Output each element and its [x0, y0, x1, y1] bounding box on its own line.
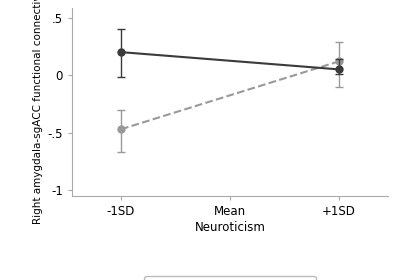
Legend: CC, AC or AA: CC, AC or AA — [144, 276, 316, 280]
Y-axis label: Right amygdala-sgACC functional connectivity: Right amygdala-sgACC functional connecti… — [33, 0, 43, 223]
X-axis label: Neuroticism: Neuroticism — [194, 221, 266, 234]
